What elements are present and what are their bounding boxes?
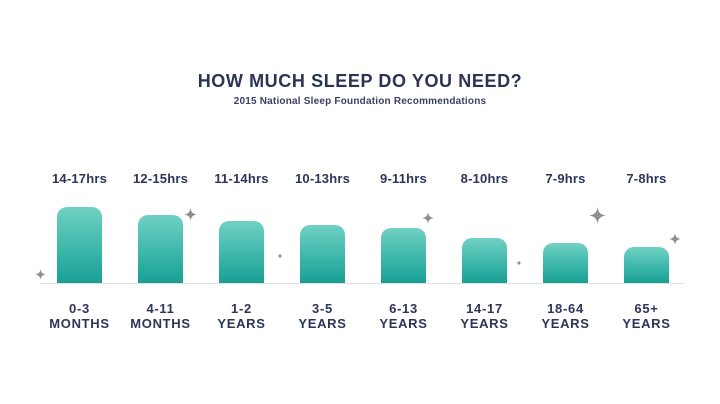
bar-value-label: 10-13hrs [294, 171, 351, 186]
category-label: 4-11 MONTHS [120, 301, 201, 331]
bar [138, 215, 183, 283]
bar-value-labels-row: 14-17hrs 12-15hrs 11-14hrs 10-13hrs 9-11hrs 8… [39, 171, 687, 186]
sparkle-icon [277, 253, 283, 259]
category-label-line2: MONTHS [49, 316, 110, 331]
bar-column [120, 199, 201, 283]
bar [462, 238, 507, 283]
category-label-line1: 65+ [634, 301, 659, 316]
page-title: HOW MUCH SLEEP DO YOU NEED? [197, 71, 523, 91]
category-label-line2: YEARS [298, 316, 347, 331]
bar-value-label: 7-8hrs [626, 171, 667, 186]
category-label: 18-64 YEARS [525, 301, 606, 331]
category-label-line2: YEARS [217, 316, 266, 331]
sparkle-icon [516, 260, 522, 266]
bars-row [39, 199, 687, 283]
category-label-line1: 3-5 [312, 301, 333, 316]
bar-column [39, 199, 120, 283]
category-label-line1: 0-3 [69, 301, 90, 316]
sparkle-icon [422, 212, 434, 224]
category-label-line1: 14-17 [466, 301, 503, 316]
category-label-line2: YEARS [460, 316, 509, 331]
bar [219, 221, 264, 283]
bar-column [201, 199, 282, 283]
bar-value-label: 14-17hrs [51, 171, 108, 186]
category-label-line2: MONTHS [130, 316, 191, 331]
bar-value-label: 8-10hrs [460, 171, 509, 186]
category-label-line2: YEARS [622, 316, 671, 331]
category-labels-row: 0-3 MONTHS 4-11 MONTHS 1-2 YEARS 3-5 YEARS 6-13 Y… [39, 301, 687, 331]
category-label: 6-13 YEARS [363, 301, 444, 331]
bar-column [444, 199, 525, 283]
sparkle-icon [588, 206, 606, 224]
sparkle-icon [669, 233, 681, 245]
bar-column [282, 199, 363, 283]
category-label: 3-5 YEARS [282, 301, 363, 331]
bar [624, 247, 669, 283]
bar-value-label: 9-11hrs [380, 171, 427, 186]
sparkle-icon [34, 268, 46, 280]
bar-value-label: 12-15hrs [132, 171, 189, 186]
bar [57, 207, 102, 283]
category-label: 14-17 YEARS [444, 301, 525, 331]
category-label-line1: 6-13 [389, 301, 418, 316]
bar [381, 228, 426, 283]
bar-column [363, 199, 444, 283]
bar-value-label: 11-14hrs [214, 171, 269, 186]
bar [543, 243, 588, 283]
bar-column [525, 199, 606, 283]
sparkle-icon [183, 207, 197, 221]
category-label-line2: YEARS [541, 316, 590, 331]
category-label-line2: YEARS [379, 316, 428, 331]
bar-value-label: 7-9hrs [545, 171, 586, 186]
category-label: 0-3 MONTHS [39, 301, 120, 331]
axis-baseline [40, 283, 684, 284]
category-label-line1: 18-64 [547, 301, 584, 316]
category-label: 65+ YEARS [606, 301, 687, 331]
category-label-line1: 1-2 [231, 301, 252, 316]
category-label-line1: 4-11 [146, 301, 175, 316]
bar [300, 225, 345, 283]
category-label: 1-2 YEARS [201, 301, 282, 331]
bar-column [606, 199, 687, 283]
page-subtitle: 2015 National Sleep Foundation Recommend… [233, 96, 487, 107]
